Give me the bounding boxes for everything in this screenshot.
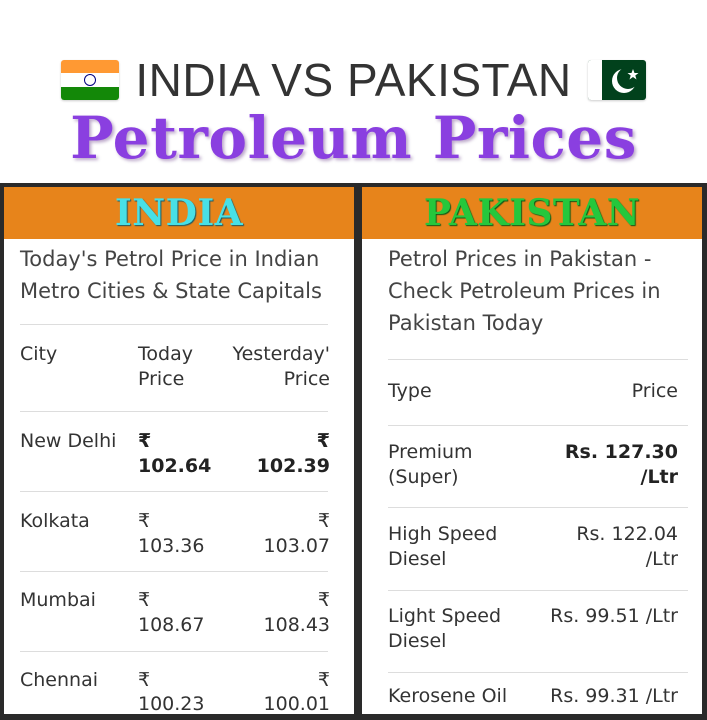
pakistan-row-price: Rs. 122.04 /Ltr xyxy=(576,523,678,570)
india-flag-icon xyxy=(61,60,120,100)
rupee-symbol: ₹ xyxy=(138,510,151,532)
rupee-symbol: ₹ xyxy=(317,669,330,691)
pakistan-row-price: Rs. 127.30 /Ltr xyxy=(564,441,678,488)
col-price: Price xyxy=(631,380,678,402)
india-row-today: 108.67 xyxy=(138,614,205,636)
pakistan-row-price: Rs. 99.51 /Ltr xyxy=(550,605,678,627)
rupee-symbol: ₹ xyxy=(138,430,152,452)
divider xyxy=(388,359,688,360)
india-row-today: 102.64 xyxy=(138,455,212,477)
col-city: City xyxy=(20,343,58,365)
rupee-symbol: ₹ xyxy=(316,430,330,452)
comparison-panels: INDIA Today's Petrol Price in Indian Met… xyxy=(0,183,707,720)
divider xyxy=(388,672,688,673)
divider xyxy=(20,571,328,572)
divider xyxy=(20,491,328,492)
divider xyxy=(388,507,688,508)
page-title: Petroleum Prices xyxy=(70,104,637,172)
pakistan-banner-label: PAKISTAN xyxy=(423,192,641,234)
india-row-city: Kolkata xyxy=(20,510,90,532)
pakistan-row-type: Light Speed Diesel xyxy=(388,605,502,652)
divider xyxy=(20,411,328,412)
title-line: INDIA VS PAKISTAN xyxy=(0,52,707,108)
pakistan-row-type: Kerosene Oil xyxy=(388,685,508,707)
india-heading: Today's Petrol Price in Indian Metro Cit… xyxy=(20,247,322,303)
pakistan-row-type: Premium (Super) xyxy=(388,441,473,488)
india-row-city: New Delhi xyxy=(20,430,117,452)
india-banner-label: INDIA xyxy=(114,192,244,234)
divider xyxy=(388,425,688,426)
versus-title: INDIA VS PAKISTAN xyxy=(135,54,572,106)
india-row-yesterday: 102.39 xyxy=(256,455,330,477)
pakistan-heading: Petrol Prices in Pakistan - Check Petrol… xyxy=(388,247,661,335)
india-row-today: 100.23 xyxy=(138,693,205,714)
divider xyxy=(20,651,328,652)
india-row-city: Chennai xyxy=(20,669,99,691)
pakistan-row-type: High Speed Diesel xyxy=(388,523,498,570)
india-panel: INDIA Today's Petrol Price in Indian Met… xyxy=(4,187,354,714)
pakistan-row-price: Rs. 99.31 /Ltr xyxy=(550,685,678,707)
col-yesterday-price: Yesterday' Price xyxy=(232,343,330,390)
india-row-yesterday: 108.43 xyxy=(263,614,330,636)
divider xyxy=(388,590,688,591)
rupee-symbol: ₹ xyxy=(138,589,151,611)
rupee-symbol: ₹ xyxy=(317,589,330,611)
india-row-today: 103.36 xyxy=(138,535,205,557)
col-type: Type xyxy=(388,380,432,402)
india-row-city: Mumbai xyxy=(20,589,96,611)
col-today-price: Today Price xyxy=(138,343,193,390)
pakistan-flag-icon xyxy=(587,60,646,100)
india-row-yesterday: 103.07 xyxy=(263,535,330,557)
header: INDIA VS PAKISTAN Petroleum Prices xyxy=(0,0,707,185)
pakistan-panel: PAKISTAN Petrol Prices in Pakistan - Che… xyxy=(362,187,702,714)
pakistan-banner: PAKISTAN xyxy=(362,187,702,239)
india-row-yesterday: 100.01 xyxy=(263,693,330,714)
india-banner: INDIA xyxy=(4,187,354,239)
rupee-symbol: ₹ xyxy=(138,669,151,691)
rupee-symbol: ₹ xyxy=(317,510,330,532)
divider xyxy=(20,324,328,325)
